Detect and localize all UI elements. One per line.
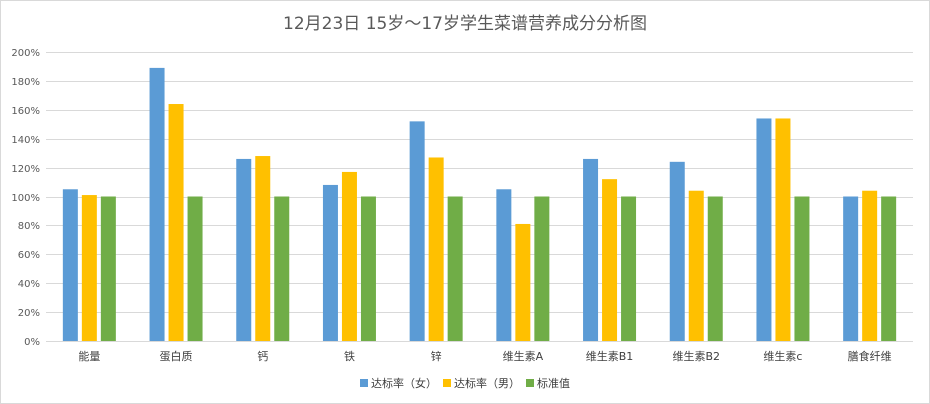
bar (496, 189, 512, 341)
bar (794, 196, 810, 341)
x-axis-categories: 能量 蛋白质 钙 铁 锌 维生素A 维生素B1 维生素B2 维生素c 膳食纤维 (78, 349, 891, 363)
bar (447, 196, 463, 341)
bar (322, 184, 338, 341)
bar (62, 189, 78, 341)
bar (168, 104, 184, 342)
bar (255, 156, 271, 341)
y-tick-label: 0% (24, 337, 40, 348)
y-axis-ticks: 0% 20% 40% 60% 80% 100% 120% 140% 160% 180% 200% (11, 48, 40, 348)
y-tick-label: 200% (11, 48, 40, 59)
y-tick-label: 20% (18, 308, 40, 319)
bar (341, 171, 357, 341)
bar (187, 196, 203, 341)
bar (775, 118, 791, 341)
bar (534, 196, 550, 341)
x-category-label: 锌 (431, 349, 442, 363)
bar (515, 223, 531, 341)
y-tick-label: 80% (18, 221, 40, 232)
legend-item: 标准值 (526, 375, 570, 391)
x-category-label: 维生素B2 (672, 349, 720, 363)
bar (274, 196, 290, 341)
x-category-label: 膳食纤维 (848, 349, 892, 363)
y-tick-label: 140% (11, 135, 40, 146)
bar (81, 195, 97, 341)
bar (409, 121, 425, 341)
bar (583, 158, 599, 341)
bar (100, 196, 116, 341)
x-category-label: 能量 (78, 349, 100, 363)
bar (360, 196, 376, 341)
bar (881, 196, 897, 341)
x-category-label: 铁 (344, 350, 355, 363)
bar (149, 67, 165, 342)
legend-label: 达标率（男） (454, 377, 520, 390)
legend-item: 达标率（女） (360, 375, 437, 391)
chart-title: 12月23日 15岁～17岁学生菜谱营养成分分析图 (283, 14, 647, 34)
x-category-label: 维生素A (503, 349, 544, 363)
legend-swatch (360, 379, 368, 387)
bar (602, 179, 618, 341)
legend-item: 达标率（男） (443, 375, 520, 391)
legend-swatch (526, 379, 534, 387)
y-tick-label: 180% (11, 77, 40, 88)
y-tick-label: 120% (11, 164, 40, 175)
x-category-label: 钙 (257, 349, 268, 363)
legend: 达标率（女） 达标率（男） 标准值 (0, 375, 930, 391)
y-tick-label: 100% (11, 193, 40, 204)
bar (862, 190, 878, 341)
bar (621, 196, 637, 341)
legend-swatch (443, 379, 451, 387)
legend-label: 标准值 (537, 377, 570, 390)
bar (688, 190, 704, 341)
bar (707, 196, 723, 341)
bar (669, 161, 685, 341)
x-category-label: 蛋白质 (160, 349, 193, 363)
y-tick-label: 60% (18, 250, 40, 261)
x-category-label: 维生素B1 (586, 349, 634, 363)
legend-label: 达标率（女） (371, 377, 437, 390)
bar (843, 196, 859, 341)
bar (428, 157, 444, 341)
bar (236, 158, 252, 341)
y-tick-label: 160% (11, 106, 40, 117)
bar (756, 118, 772, 341)
bars (62, 67, 897, 342)
y-tick-label: 40% (18, 279, 40, 290)
x-category-label: 维生素c (763, 349, 802, 363)
